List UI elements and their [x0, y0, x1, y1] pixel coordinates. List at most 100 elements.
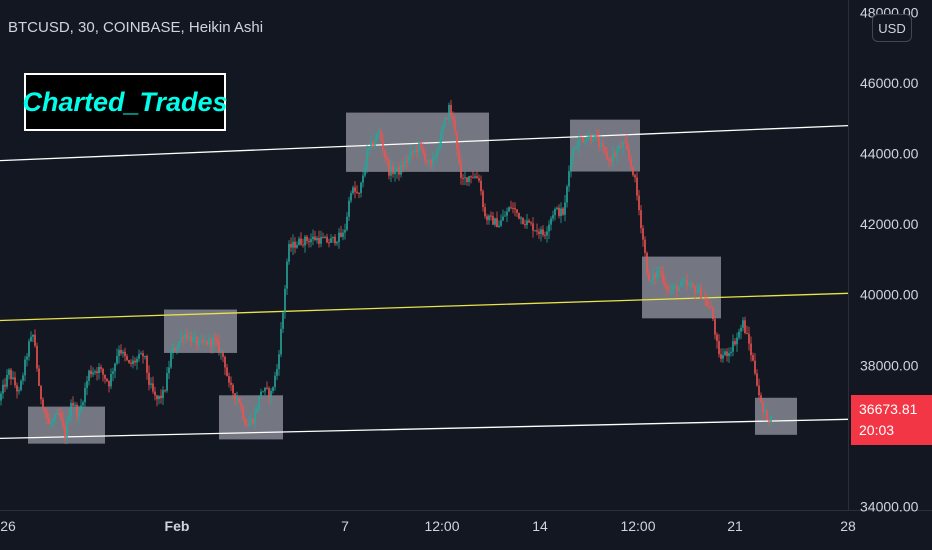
candle-body [230, 382, 232, 385]
candle-body [660, 270, 662, 274]
candle-body [640, 210, 642, 229]
candle-body [508, 207, 510, 212]
candle-body [124, 351, 126, 357]
candle-body [294, 241, 296, 248]
candle-body [148, 372, 150, 385]
candle-body [228, 376, 230, 383]
candle-body [460, 162, 462, 178]
candle-body [616, 150, 618, 156]
candle-body [600, 143, 602, 147]
price-axis[interactable]: 48000.0046000.0044000.0042000.0040000.00… [860, 4, 919, 514]
candle-body [340, 232, 342, 237]
candle-body [62, 418, 64, 427]
candle-body [690, 284, 692, 286]
candle-body [752, 355, 754, 361]
candle-body [552, 215, 554, 219]
candle-body [268, 388, 270, 397]
zone-box-7 [755, 397, 797, 435]
candle-body [732, 341, 734, 352]
candle-body [404, 160, 406, 168]
candle-body [406, 160, 408, 162]
candle-body [114, 363, 116, 372]
candle-body [358, 192, 360, 194]
candle-body [416, 149, 418, 152]
candle-body [716, 334, 718, 342]
candle-body [22, 375, 24, 381]
time-axis[interactable]: 26 Feb 7 12:00 14 12:00 21 28 [0, 518, 856, 534]
candle-body [4, 384, 6, 387]
candle-body [82, 402, 84, 406]
candle-body [646, 252, 648, 274]
price-tick-label: 44000.00 [860, 146, 919, 162]
candle-body [766, 410, 768, 421]
candle-body [482, 191, 484, 208]
candle-body [224, 356, 226, 368]
candle-body [40, 385, 42, 400]
candle-body [130, 362, 132, 364]
candle-body [98, 366, 100, 374]
candle-body [366, 149, 368, 167]
candle-body [706, 300, 708, 307]
candle-body [574, 148, 576, 150]
candle-body [656, 271, 658, 279]
candle-body [324, 236, 326, 239]
candle-body [208, 338, 210, 345]
candle-body [142, 353, 144, 357]
candle-body [46, 411, 48, 419]
candle-body [120, 349, 122, 354]
candle-body [74, 404, 76, 406]
candle-body [620, 146, 622, 148]
candle-body [12, 377, 14, 380]
candle-body [728, 353, 730, 357]
candle-body [356, 191, 358, 193]
candle-body [440, 132, 442, 147]
candle-body [464, 177, 466, 179]
candle-body [220, 351, 222, 353]
candle-body [754, 360, 756, 374]
candle-body [166, 373, 168, 391]
zone-box-6 [642, 256, 721, 319]
candle-body [272, 387, 274, 391]
candle-body [38, 368, 40, 386]
candle-body [330, 238, 332, 243]
currency-button[interactable]: USD [872, 14, 912, 42]
candle-body [248, 422, 250, 427]
candle-body [650, 280, 652, 282]
candle-body [606, 151, 608, 160]
price-tick-label: 38000.00 [860, 357, 919, 373]
candle-body [396, 167, 398, 172]
candle-body [608, 159, 610, 161]
candle-body [590, 135, 592, 141]
candle-body [770, 415, 772, 423]
candle-body [44, 408, 46, 412]
time-tick-label: Feb [165, 518, 190, 534]
candle-body [420, 142, 422, 148]
candle-body [570, 157, 572, 172]
candle-body [8, 369, 10, 375]
candle-body [666, 285, 668, 290]
candle-body [304, 236, 306, 246]
candle-body [740, 327, 742, 332]
candle-body [698, 287, 700, 292]
candle-body [266, 387, 268, 389]
candle-body [680, 281, 682, 287]
candle-body [760, 395, 762, 403]
candle-body [84, 387, 86, 403]
candle-body [386, 157, 388, 161]
candle-body [412, 151, 414, 153]
candle-body [20, 380, 22, 391]
zone-box-2 [164, 309, 237, 353]
candle-body [554, 208, 556, 216]
candle-body [394, 171, 396, 175]
candle-body [498, 225, 500, 228]
candle-body [240, 402, 242, 407]
candle-body [168, 367, 170, 374]
candle-body [78, 411, 80, 416]
candle-body [602, 143, 604, 147]
candle-body [86, 380, 88, 388]
candle-body [226, 367, 228, 377]
candle-body [174, 348, 176, 351]
candles-layer [0, 99, 772, 445]
candle-body [378, 131, 380, 134]
candle-body [322, 237, 324, 239]
